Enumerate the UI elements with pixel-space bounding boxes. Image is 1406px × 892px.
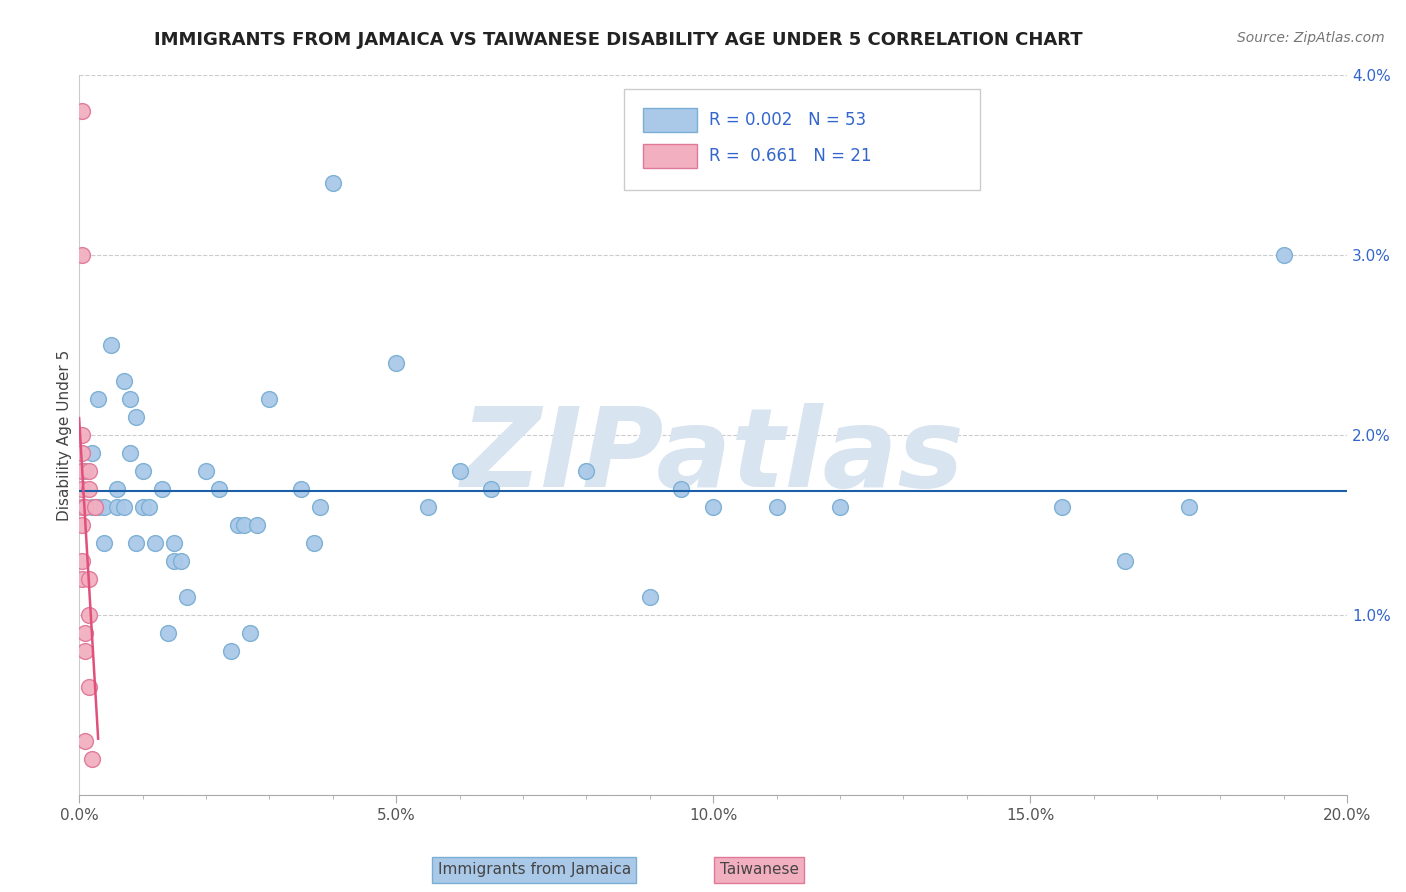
Point [80, 500, 103, 514]
Point [72, 103, 94, 118]
Point [239, 626, 262, 640]
Text: IMMIGRANTS FROM JAMAICA VS TAIWANESE DISABILITY AGE UNDER 5 CORRELATION CHART: IMMIGRANTS FROM JAMAICA VS TAIWANESE DIS… [155, 31, 1083, 49]
Point [72, 482, 94, 496]
Point [93, 536, 115, 550]
Point [75, 644, 97, 658]
Point [72, 446, 94, 460]
Point [118, 446, 141, 460]
Point [118, 392, 141, 406]
Point [72, 464, 94, 478]
Point [72, 554, 94, 568]
Point [72, 572, 94, 586]
Point [575, 464, 598, 478]
Y-axis label: Disability Age Under 5: Disability Age Under 5 [58, 350, 72, 521]
Point [80, 752, 103, 766]
Point [207, 482, 229, 496]
Point [302, 536, 325, 550]
Point [80, 446, 103, 460]
Point [322, 176, 344, 190]
Point [828, 500, 851, 514]
Point [77, 572, 100, 586]
Point [638, 590, 661, 604]
Point [77, 464, 100, 478]
Point [77, 482, 100, 496]
Point [1050, 500, 1073, 514]
Point [221, 644, 243, 658]
Point [671, 482, 693, 496]
Point [72, 518, 94, 533]
Point [702, 500, 724, 514]
Point [169, 554, 191, 568]
Point [290, 482, 312, 496]
Point [385, 356, 408, 370]
Point [75, 500, 97, 514]
Point [246, 518, 269, 533]
Point [105, 500, 128, 514]
Point [150, 482, 173, 496]
Point [131, 464, 153, 478]
Point [77, 680, 100, 694]
Point [72, 248, 94, 262]
Point [176, 590, 198, 604]
Point [194, 464, 217, 478]
FancyBboxPatch shape [644, 144, 697, 169]
Point [479, 482, 502, 496]
Point [1177, 500, 1199, 514]
Point [226, 518, 249, 533]
Point [112, 500, 135, 514]
Point [309, 500, 332, 514]
Point [163, 536, 186, 550]
Text: R = 0.002   N = 53: R = 0.002 N = 53 [710, 111, 866, 129]
Point [112, 374, 135, 388]
Point [163, 554, 186, 568]
Point [93, 500, 115, 514]
Text: Immigrants from Jamaica: Immigrants from Jamaica [437, 863, 631, 877]
Point [105, 482, 128, 496]
FancyBboxPatch shape [624, 89, 980, 190]
Text: R =  0.661   N = 21: R = 0.661 N = 21 [710, 147, 872, 165]
Point [1114, 554, 1136, 568]
Point [233, 518, 256, 533]
Point [87, 392, 110, 406]
Point [75, 464, 97, 478]
Text: ZIPatlas: ZIPatlas [461, 403, 965, 510]
Point [416, 500, 439, 514]
Point [449, 464, 471, 478]
Point [100, 338, 122, 352]
FancyBboxPatch shape [644, 108, 697, 132]
Point [75, 626, 97, 640]
Point [156, 626, 179, 640]
Text: Source: ZipAtlas.com: Source: ZipAtlas.com [1237, 31, 1385, 45]
Text: Taiwanese: Taiwanese [720, 863, 799, 877]
Point [259, 392, 281, 406]
Point [765, 500, 787, 514]
Point [131, 500, 153, 514]
Point [84, 500, 107, 514]
Point [125, 536, 148, 550]
Point [143, 536, 166, 550]
Point [1272, 248, 1295, 262]
Point [87, 500, 110, 514]
Point [75, 500, 97, 514]
Point [138, 500, 160, 514]
Point [125, 409, 148, 424]
Point [72, 428, 94, 442]
Point [75, 734, 97, 748]
Point [72, 500, 94, 514]
Point [77, 608, 100, 623]
